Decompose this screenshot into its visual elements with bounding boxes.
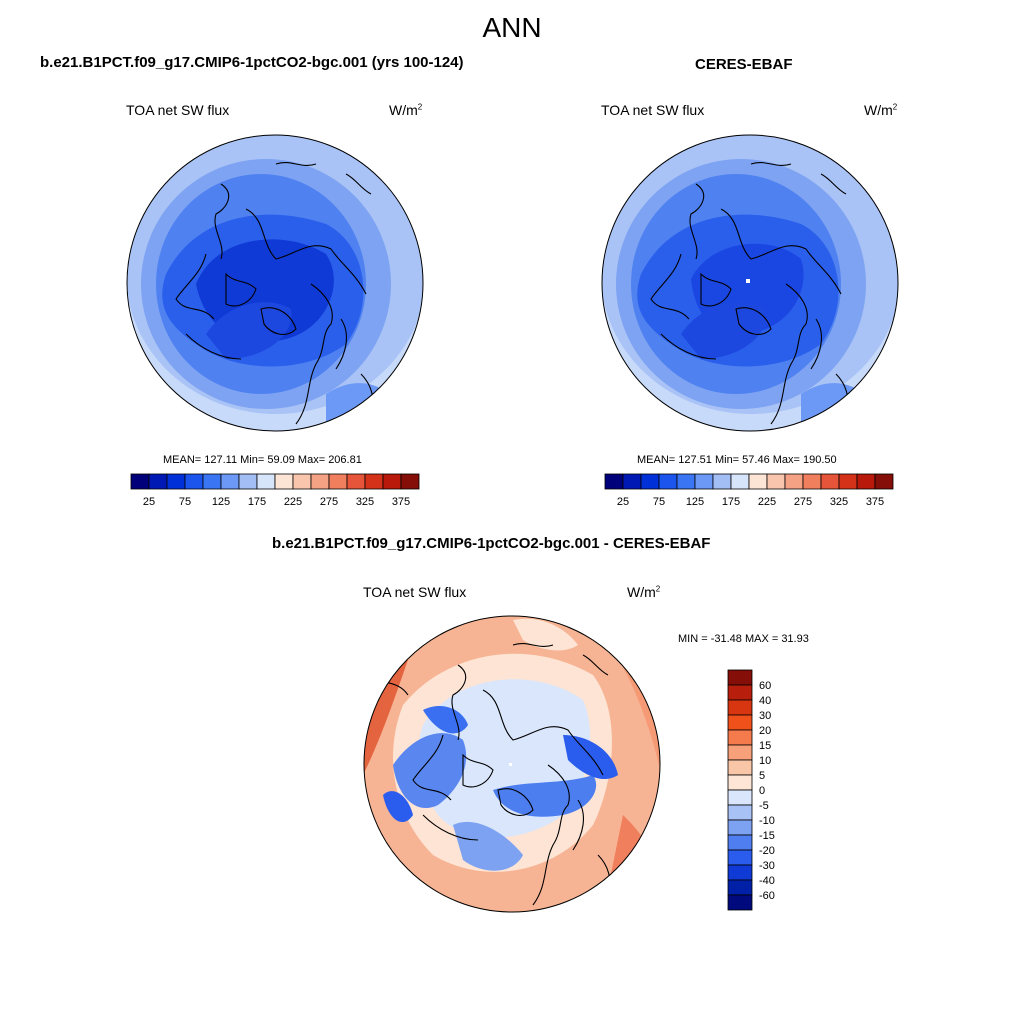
colorbar-swatch — [838, 473, 858, 490]
colorbar-swatch — [727, 729, 753, 746]
colorbar-tick-label: 25 — [143, 496, 155, 508]
colorbar-tick-label: 30 — [759, 710, 771, 722]
colorbar-swatch — [802, 473, 822, 490]
colorbar-swatch — [328, 473, 348, 490]
colorbar-tick-label: 15 — [759, 740, 771, 752]
colorbar-swatch — [820, 473, 840, 490]
colorbar-tick-label: -5 — [759, 800, 769, 812]
colorbar-tick-label: -30 — [759, 860, 775, 872]
colorbar-tick-label: -60 — [759, 890, 775, 902]
colorbar-tick-label: 40 — [759, 695, 771, 707]
colorbar-tick-label: 275 — [320, 496, 338, 508]
colorbar-tick-label: 75 — [653, 496, 665, 508]
panel-top-right-stats: MEAN= 127.51 Min= 57.46 Max= 190.50 — [637, 454, 837, 466]
map-bottom-difference — [363, 615, 661, 913]
colorbar-swatch — [256, 473, 276, 490]
colorbar-top-right: 25 75 125 175 225 275 325 375 — [604, 473, 894, 508]
colorbar-swatch — [676, 473, 696, 490]
colorbar-swatch — [694, 473, 714, 490]
panel-top-left-variable: TOA net SW flux — [126, 102, 230, 118]
colorbar-swatch — [727, 894, 753, 911]
colorbar-tick-label: -20 — [759, 845, 775, 857]
colorbar-swatch — [712, 473, 732, 490]
figure-title: ANN — [482, 12, 542, 43]
colorbar-swatch — [727, 684, 753, 701]
colorbar-tick-label: 175 — [722, 496, 740, 508]
colorbar-swatch — [166, 473, 186, 490]
colorbar-swatch — [220, 473, 240, 490]
colorbar-tick-label: -10 — [759, 815, 775, 827]
colorbar-top-left: 25 75 125 175 225 275 325 375 — [130, 473, 420, 508]
colorbar-swatch — [727, 744, 753, 761]
colorbar-swatch — [730, 473, 750, 490]
colorbar-swatch — [346, 473, 366, 490]
colorbar-tick-label: 325 — [830, 496, 848, 508]
colorbar-swatch — [382, 473, 402, 490]
colorbar-swatch — [727, 714, 753, 731]
colorbar-swatch — [622, 473, 642, 490]
colorbar-tick-label: 175 — [248, 496, 266, 508]
colorbar-swatch — [874, 473, 894, 490]
panel-top-left-stats: MEAN= 127.11 Min= 59.09 Max= 206.81 — [163, 454, 362, 466]
panel-top-left-units: W/m2 — [389, 102, 423, 118]
colorbar-swatch — [727, 699, 753, 716]
colorbar-tick-label: 225 — [284, 496, 302, 508]
colorbar-tick-label: 60 — [759, 680, 771, 692]
colorbar-tick-label: 25 — [617, 496, 629, 508]
colorbar-tick-label: 10 — [759, 755, 771, 767]
panel-bottom-units: W/m2 — [627, 584, 661, 600]
colorbar-swatch — [766, 473, 786, 490]
colorbar-swatch — [727, 759, 753, 776]
colorbar-swatch — [202, 473, 222, 490]
colorbar-swatch — [748, 473, 768, 490]
colorbar-swatch — [604, 473, 624, 490]
colorbar-swatch — [310, 473, 330, 490]
colorbar-swatch — [727, 834, 753, 851]
colorbar-swatch — [184, 473, 204, 490]
panel-top-right-case-title: CERES-EBAF — [695, 56, 793, 73]
panel-top-left-case-title: b.e21.B1PCT.f09_g17.CMIP6-1pctCO2-bgc.00… — [40, 54, 464, 71]
colorbar-tick-label: 5 — [759, 770, 765, 782]
colorbar-bottom-vertical: 60 40 30 20 15 10 5 0 -5 -10 -15 -20 -30 -40 -60 — [727, 669, 775, 911]
colorbar-tick-label: 0 — [759, 785, 765, 797]
colorbar-swatch — [148, 473, 168, 490]
colorbar-tick-label: 125 — [212, 496, 230, 508]
colorbar-swatch — [364, 473, 384, 490]
panel-bottom-stats: MIN = -31.48 MAX = 31.93 — [678, 633, 809, 645]
panel-bottom-variable: TOA net SW flux — [363, 584, 467, 600]
colorbar-tick-label: -40 — [759, 875, 775, 887]
colorbar-swatch — [727, 789, 753, 806]
colorbar-swatch — [784, 473, 804, 490]
colorbar-swatch — [292, 473, 312, 490]
colorbar-swatch — [658, 473, 678, 490]
colorbar-swatch — [400, 473, 420, 490]
colorbar-tick-label: 375 — [392, 496, 410, 508]
colorbar-swatch — [856, 473, 876, 490]
colorbar-swatch — [727, 804, 753, 821]
colorbar-tick-label: 225 — [758, 496, 776, 508]
panel-top-right-variable: TOA net SW flux — [601, 102, 705, 118]
colorbar-tick-label: 20 — [759, 725, 771, 737]
map-top-left — [126, 134, 424, 432]
colorbar-swatch — [640, 473, 660, 490]
colorbar-swatch — [727, 864, 753, 881]
colorbar-tick-label: 125 — [686, 496, 704, 508]
panel-top-right-units: W/m2 — [864, 102, 898, 118]
colorbar-tick-label: -15 — [759, 830, 775, 842]
map-top-right — [601, 134, 899, 432]
colorbar-swatch — [274, 473, 294, 490]
panel-bottom-case-title: b.e21.B1PCT.f09_g17.CMIP6-1pctCO2-bgc.00… — [272, 535, 711, 552]
colorbar-swatch — [727, 774, 753, 791]
colorbar-swatch — [727, 879, 753, 896]
colorbar-swatch — [727, 849, 753, 866]
colorbar-tick-label: 375 — [866, 496, 884, 508]
colorbar-swatch — [727, 819, 753, 836]
colorbar-tick-label: 325 — [356, 496, 374, 508]
colorbar-tick-label: 275 — [794, 496, 812, 508]
colorbar-swatch — [238, 473, 258, 490]
colorbar-swatch — [130, 473, 150, 490]
colorbar-tick-label: 75 — [179, 496, 191, 508]
colorbar-swatch — [727, 669, 753, 686]
